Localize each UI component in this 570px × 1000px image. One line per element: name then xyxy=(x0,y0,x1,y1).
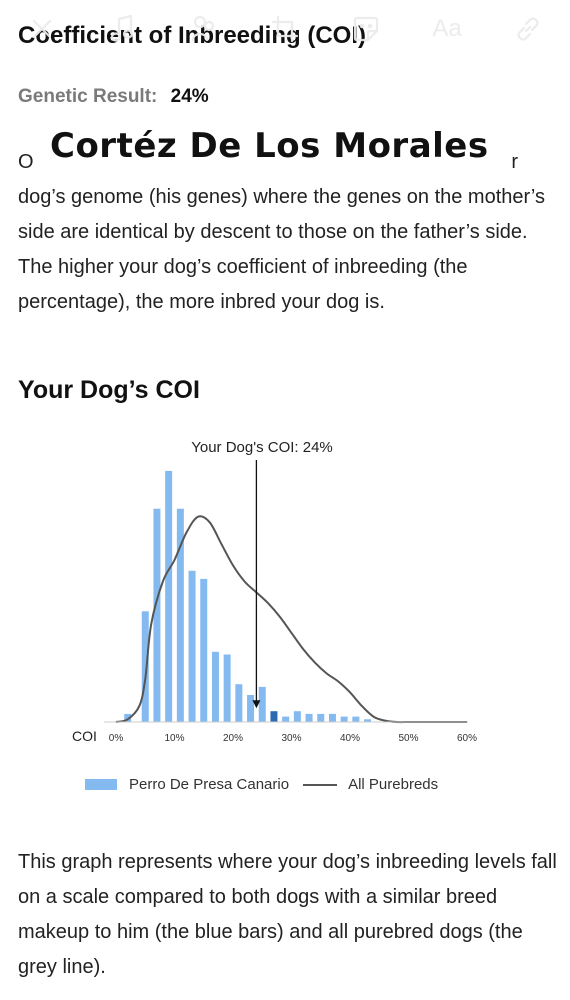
x-tick-label: 60% xyxy=(457,733,477,744)
chart-bar xyxy=(340,716,348,722)
name-text-sticker[interactable]: Cortéz De Los Morales xyxy=(38,124,501,170)
sticker-button[interactable] xyxy=(346,9,386,49)
legend-line-label: All Purebreds xyxy=(348,776,439,793)
annotation-arrow-head xyxy=(252,700,261,709)
chart-annotation: Your Dog's COI: 24% xyxy=(191,439,333,456)
x-tick-label: 50% xyxy=(398,733,418,744)
music-button[interactable] xyxy=(103,9,143,49)
close-button[interactable] xyxy=(22,9,62,49)
highlight-bar xyxy=(270,711,278,722)
page-title: Coefficient of Inbreeding (COI) xyxy=(18,22,366,49)
genetic-result-value: 24% xyxy=(170,86,209,107)
sticker-icon xyxy=(353,16,379,42)
all-purebreds-line xyxy=(115,515,467,724)
face-effects-icon xyxy=(191,15,215,42)
coi-chart: Your Dog's COI: 24% COI 0% 10% 20% 30% 40% 50… xyxy=(72,439,477,744)
story-toolbar: Aa xyxy=(0,0,570,58)
chart-bar xyxy=(293,711,301,722)
x-tick-label: 20% xyxy=(223,733,243,744)
chart-bar xyxy=(124,713,132,722)
intro-first-left: O xyxy=(18,151,34,173)
link-button[interactable] xyxy=(508,9,548,49)
legend-bars-label: Perro De Presa Canario xyxy=(129,776,290,793)
chart-bar xyxy=(364,719,372,722)
chart-bar xyxy=(188,570,196,722)
x-axis-ticks: 0% 10% 20% 30% 40% 50% 60% xyxy=(109,733,477,744)
crop-button[interactable] xyxy=(265,9,305,49)
intro-first-line: O r xyxy=(18,145,518,180)
chart-bar xyxy=(247,695,255,722)
x-axis-label: COI xyxy=(72,728,97,744)
chart-bar xyxy=(200,578,208,722)
chart-bar xyxy=(141,611,149,722)
text-tool-label: Aa xyxy=(432,15,462,42)
bars-layer xyxy=(124,470,372,722)
chart-bar xyxy=(282,716,290,722)
chart-bar xyxy=(328,713,336,722)
close-icon xyxy=(32,19,52,39)
x-tick-label: 40% xyxy=(340,733,360,744)
intro-first-right: r xyxy=(511,151,518,173)
chart-bar xyxy=(153,508,161,722)
chart-bar xyxy=(305,713,313,722)
genetic-result-label: Genetic Result: xyxy=(18,86,158,107)
link-icon xyxy=(517,17,539,41)
chart-legend: Perro De Presa Canario All Purebreds xyxy=(85,776,438,793)
chart-bar xyxy=(223,654,231,722)
music-note-icon xyxy=(110,14,134,42)
intro-rest: dog’s genome (his genes) where the genes… xyxy=(18,186,546,313)
chart-bar xyxy=(317,713,325,722)
effects-button[interactable] xyxy=(184,9,224,49)
text-tool-button[interactable]: Aa xyxy=(427,9,467,49)
chart-bar xyxy=(258,686,266,722)
legend-line-swatch xyxy=(303,783,338,786)
line-layer xyxy=(115,515,467,724)
genetic-result: Genetic Result: 24% xyxy=(18,86,209,108)
crop-icon xyxy=(271,15,299,43)
intro-paragraph: O r dog’s genome (his genes) where the g… xyxy=(18,145,558,320)
chart-bar xyxy=(235,684,243,722)
outro-paragraph: This graph represents where your dog’s i… xyxy=(18,851,557,978)
x-tick-label: 10% xyxy=(164,733,184,744)
x-tick-label: 30% xyxy=(281,733,301,744)
x-tick-label: 0% xyxy=(109,733,124,744)
chart-bar xyxy=(352,716,360,722)
legend-bar-swatch xyxy=(85,779,117,790)
annotation-arrow xyxy=(252,460,261,709)
section-title: Your Dog’s COI xyxy=(18,376,200,404)
chart-bar xyxy=(176,508,184,722)
chart-bar xyxy=(165,470,173,722)
chart-bar xyxy=(211,651,219,722)
